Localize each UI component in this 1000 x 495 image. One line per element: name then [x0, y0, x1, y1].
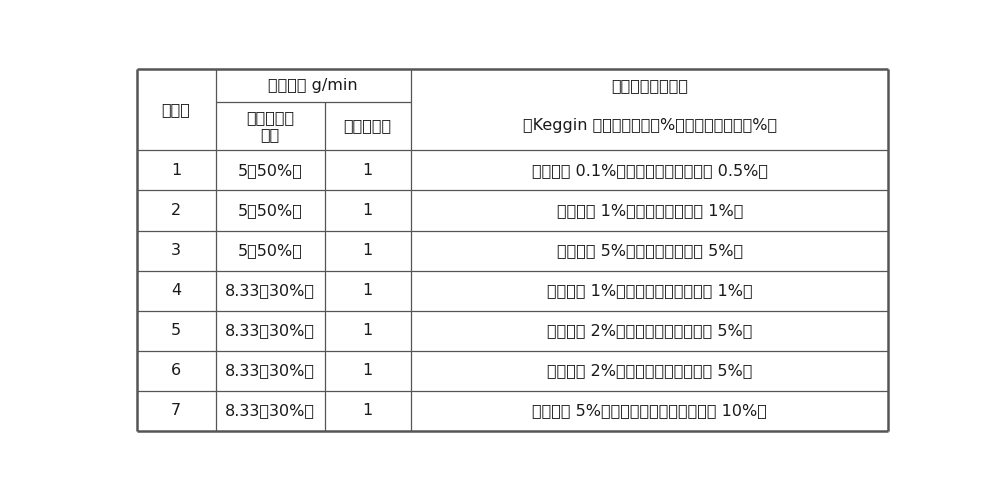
Text: （硅钨酸 2%）（苄基三乙基氯化铵 5%）: （硅钨酸 2%）（苄基三乙基氯化铵 5%） [547, 323, 752, 338]
Text: 5（50%）: 5（50%） [238, 203, 302, 218]
Text: （硅钼酸 5%）（十二烷基三甲基氯化铵 10%）: （硅钼酸 5%）（十二烷基三甲基氯化铵 10%） [532, 403, 767, 418]
Text: 4: 4 [171, 283, 181, 298]
Text: 7: 7 [171, 403, 181, 418]
Text: 催化剂组分及用量: 催化剂组分及用量 [611, 78, 688, 93]
Text: 8.33（30%）: 8.33（30%） [225, 323, 315, 338]
Text: 5: 5 [171, 323, 181, 338]
Text: （磷钨酸 1%）（苄基三乙基氯化铵 1%）: （磷钨酸 1%）（苄基三乙基氯化铵 1%） [547, 283, 753, 298]
Text: 8.33（30%）: 8.33（30%） [225, 363, 315, 378]
Text: 1: 1 [363, 203, 373, 218]
Text: 物料流量 g/min: 物料流量 g/min [268, 78, 358, 93]
Text: （磷钨酸 2%）（苄基三乙基氯化铵 5%）: （磷钨酸 2%）（苄基三乙基氯化铵 5%） [547, 363, 752, 378]
Text: 2: 2 [171, 203, 181, 218]
Text: 1: 1 [363, 323, 373, 338]
Text: 催化剂溶液: 催化剂溶液 [344, 118, 392, 134]
Text: 双氧水（浓
度）: 双氧水（浓 度） [246, 110, 294, 142]
Text: 6: 6 [171, 363, 181, 378]
Text: （硅钼酸 5%）（四丁基氯化铵 5%）: （硅钼酸 5%）（四丁基氯化铵 5%） [557, 243, 743, 258]
Text: 1: 1 [363, 363, 373, 378]
Text: 3: 3 [171, 243, 181, 258]
Text: 1: 1 [363, 163, 373, 178]
Text: 1: 1 [363, 403, 373, 418]
Text: 1: 1 [363, 283, 373, 298]
Text: 5（50%）: 5（50%） [238, 243, 302, 258]
Text: 5（50%）: 5（50%） [238, 163, 302, 178]
Text: （磷钼酸 1%）（四丁基溴化铵 1%）: （磷钼酸 1%）（四丁基溴化铵 1%） [557, 203, 743, 218]
Text: （Keggin 型杂多酸催化剂%）（相转移催化剂%）: （Keggin 型杂多酸催化剂%）（相转移催化剂%） [523, 118, 777, 134]
Text: （磷钨酸 0.1%）（苄基三乙基氯化铵 0.5%）: （磷钨酸 0.1%）（苄基三乙基氯化铵 0.5%） [532, 163, 768, 178]
Text: 1: 1 [171, 163, 181, 178]
Text: 8.33（30%）: 8.33（30%） [225, 403, 315, 418]
Text: 实施例: 实施例 [162, 102, 191, 117]
Text: 1: 1 [363, 243, 373, 258]
Text: 8.33（30%）: 8.33（30%） [225, 283, 315, 298]
